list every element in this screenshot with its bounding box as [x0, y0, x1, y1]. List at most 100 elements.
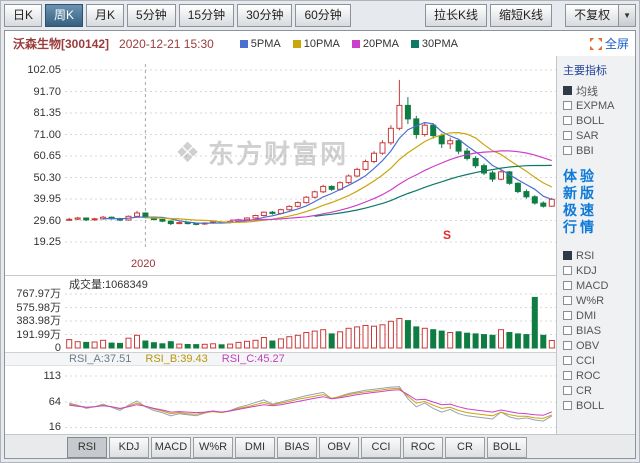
checkbox-icon[interactable]: [563, 251, 572, 260]
candlestick-chart: [65, 64, 556, 250]
indicator-label: BOLL: [576, 114, 605, 127]
indicator-tab-4[interactable]: DMI: [235, 437, 275, 458]
price-plot[interactable]: ❖ 东方财富网 S: [65, 56, 556, 256]
chevron-down-icon[interactable]: ▼: [619, 4, 636, 27]
period-tab-2[interactable]: 月K: [86, 4, 125, 27]
main-indicator-4[interactable]: BBI: [563, 143, 635, 158]
checkbox-icon[interactable]: [563, 356, 572, 365]
period-tab-6[interactable]: 60分钟: [295, 4, 351, 27]
sub-indicator-3[interactable]: W%R: [563, 293, 635, 308]
checkbox-icon[interactable]: [563, 266, 572, 275]
indicator-tab-3[interactable]: W%R: [193, 437, 233, 458]
axis-label: 50.30: [33, 171, 61, 184]
checkbox-icon[interactable]: [563, 401, 572, 410]
period-tabs: 日K 周K 月K 5分钟 15分钟 30分钟 60分钟: [4, 4, 351, 27]
adjust-select-value: 不复权: [565, 4, 620, 27]
checkbox-icon[interactable]: [563, 101, 572, 110]
volume-plot[interactable]: 成交量:1068349: [65, 276, 556, 352]
indicator-sidebar: 主要指标 均线 EXPMA BOLL SAR BBI 体验 新版 极速 行情 RSI KDJ MA…: [556, 56, 635, 434]
indicator-tabs: RSI KDJ MACD W%R DMI BIAS OBV CCI ROC CR BOLL: [5, 434, 635, 458]
checkbox-icon[interactable]: [563, 131, 572, 140]
axis-label: 0: [54, 342, 61, 354]
period-tab-3[interactable]: 5分钟: [127, 4, 176, 27]
main-indicator-1[interactable]: EXPMA: [563, 98, 635, 113]
legend-item-3: 30PMA: [410, 38, 458, 50]
volume-axis: 767.97万 575.98万 383.98万 191.99万 0: [5, 276, 65, 354]
period-tab-4[interactable]: 15分钟: [178, 4, 235, 27]
checkbox-icon[interactable]: [563, 386, 572, 395]
adjust-select[interactable]: 不复权 ▼: [565, 4, 636, 27]
checkbox-icon[interactable]: [563, 116, 572, 125]
checkbox-icon[interactable]: [563, 311, 572, 320]
axis-label: 81.35: [33, 107, 61, 119]
legend-label: 5PMA: [250, 37, 281, 50]
indicator-label: MACD: [576, 279, 609, 292]
event-marker-s[interactable]: S: [443, 228, 452, 242]
axis-label: 191.99万: [16, 328, 61, 341]
indicator-label: ROC: [576, 369, 601, 382]
stretch-kline-button[interactable]: 拉长K线: [425, 4, 488, 27]
fullscreen-label: 全屏: [604, 37, 629, 51]
checkbox-icon[interactable]: [563, 371, 572, 380]
checkbox-icon[interactable]: [563, 341, 572, 350]
axis-label: 113: [43, 370, 61, 382]
main-indicator-2[interactable]: BOLL: [563, 113, 635, 128]
legend-item-0: 5PMA: [239, 37, 281, 50]
volume-chart: [65, 293, 556, 349]
indicator-label: OBV: [576, 339, 600, 352]
sub-indicator-4[interactable]: DMI: [563, 308, 635, 323]
sub-indicator-0[interactable]: RSI: [563, 248, 635, 263]
checkbox-icon[interactable]: [563, 326, 572, 335]
checkbox-icon[interactable]: [563, 146, 572, 155]
indicator-label: RSI: [576, 249, 595, 262]
checkbox-icon[interactable]: [563, 281, 572, 290]
indicator-tab-8[interactable]: ROC: [403, 437, 443, 458]
indicator-tab-7[interactable]: CCI: [361, 437, 401, 458]
checkbox-icon[interactable]: [563, 86, 572, 95]
legend-swatch-icon: [410, 39, 419, 48]
main-indicator-3[interactable]: SAR: [563, 128, 635, 143]
indicator-tab-0[interactable]: RSI: [67, 437, 107, 458]
sub-indicator-8[interactable]: ROC: [563, 368, 635, 383]
legend-label: 20PMA: [362, 37, 399, 50]
checkbox-icon[interactable]: [563, 296, 572, 305]
indicator-label: BOLL: [576, 399, 605, 412]
fullscreen-button[interactable]: 全屏: [589, 35, 629, 52]
legend-item-1: 10PMA: [292, 38, 340, 50]
axis-label: 60.65: [33, 150, 61, 162]
axis-label: 383.98万: [16, 315, 61, 327]
promo-line-2: 极速: [563, 202, 597, 218]
stock-name: 沃森生物[300142]: [13, 37, 110, 51]
sub-indicator-10[interactable]: BOLL: [563, 398, 635, 413]
indicator-tab-2[interactable]: MACD: [151, 437, 191, 458]
period-tab-5[interactable]: 30分钟: [237, 4, 293, 27]
indicator-tab-6[interactable]: OBV: [319, 437, 359, 458]
fullscreen-icon: [589, 37, 602, 50]
rsi-plot[interactable]: [65, 366, 556, 434]
indicator-label: W%R: [576, 294, 605, 307]
shrink-kline-button[interactable]: 缩短K线: [490, 4, 553, 27]
sub-indicator-6[interactable]: OBV: [563, 338, 635, 353]
indicator-label: 均线: [576, 85, 598, 98]
indicator-label: BIAS: [576, 324, 602, 337]
indicator-label: DMI: [576, 309, 597, 322]
promo-link[interactable]: 体验 新版 极速 行情: [563, 168, 635, 236]
price-axis: 102.05 91.70 81.35 71.00 60.65 50.30 39.95 29.6…: [5, 56, 65, 256]
period-tab-1[interactable]: 周K: [45, 4, 84, 27]
period-tab-0[interactable]: 日K: [4, 4, 43, 27]
sub-indicator-5[interactable]: BIAS: [563, 323, 635, 338]
main-indicator-0[interactable]: 均线: [563, 83, 635, 98]
sub-indicator-2[interactable]: MACD: [563, 278, 635, 293]
sub-indicator-7[interactable]: CCI: [563, 353, 635, 368]
indicator-tab-1[interactable]: KDJ: [109, 437, 149, 458]
indicator-tab-10[interactable]: BOLL: [487, 437, 527, 458]
sub-indicator-9[interactable]: CR: [563, 383, 635, 398]
indicator-tab-9[interactable]: CR: [445, 437, 485, 458]
indicator-label: CCI: [576, 354, 595, 367]
charts-column: 102.05 91.70 81.35 71.00 60.65 50.30 39.95 29.6…: [5, 56, 556, 434]
axis-label: 16: [48, 421, 61, 434]
legend-swatch-icon: [351, 39, 360, 48]
sub-indicator-1[interactable]: KDJ: [563, 263, 635, 278]
indicator-tab-5[interactable]: BIAS: [277, 437, 317, 458]
axis-label: 71.00: [33, 128, 61, 141]
